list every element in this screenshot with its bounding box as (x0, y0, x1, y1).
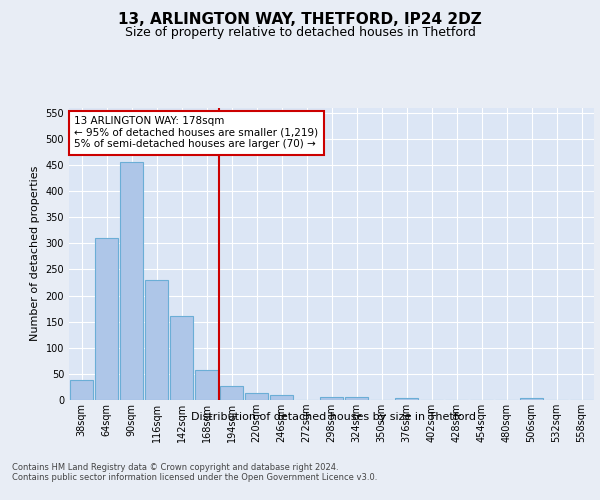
Text: Size of property relative to detached houses in Thetford: Size of property relative to detached ho… (125, 26, 475, 39)
Bar (95, 238, 118, 400)
Bar (120, 162, 143, 400)
Bar (145, 280, 168, 400)
Bar (245, 393, 268, 400)
Bar (195, 370, 218, 400)
Bar (220, 386, 243, 400)
Bar (170, 316, 193, 400)
Text: Contains HM Land Registry data © Crown copyright and database right 2024.
Contai: Contains HM Land Registry data © Crown c… (12, 462, 377, 482)
Text: 13, ARLINGTON WAY, THETFORD, IP24 2DZ: 13, ARLINGTON WAY, THETFORD, IP24 2DZ (118, 12, 482, 28)
Text: Distribution of detached houses by size in Thetford: Distribution of detached houses by size … (191, 412, 476, 422)
Bar (395, 398, 418, 400)
Y-axis label: Number of detached properties: Number of detached properties (30, 166, 40, 342)
Text: 13 ARLINGTON WAY: 178sqm
← 95% of detached houses are smaller (1,219)
5% of semi: 13 ARLINGTON WAY: 178sqm ← 95% of detach… (74, 116, 319, 150)
Bar (520, 398, 543, 400)
Bar (320, 398, 343, 400)
Bar (345, 398, 368, 400)
Bar (270, 396, 293, 400)
Bar (70, 380, 93, 400)
